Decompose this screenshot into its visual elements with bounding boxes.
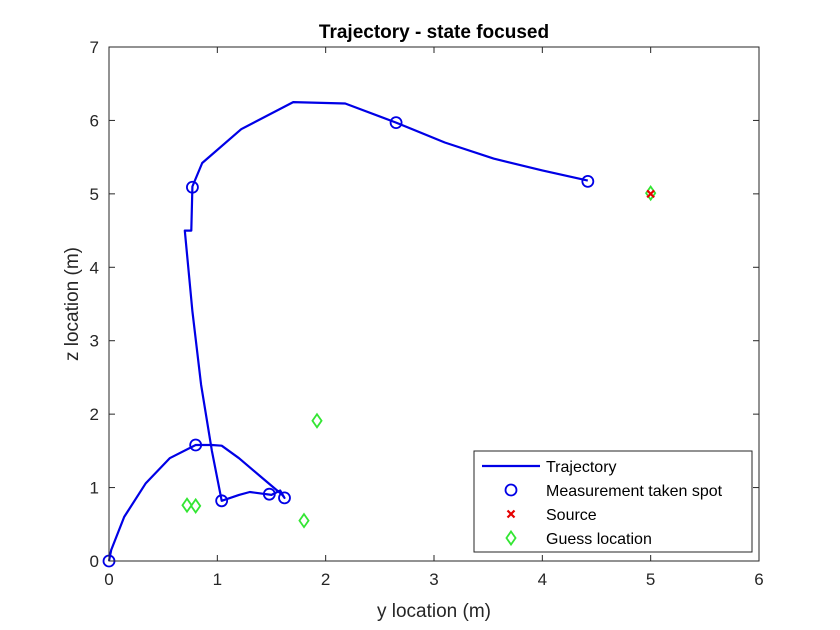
legend-label: Trajectory bbox=[546, 459, 617, 476]
source-marker bbox=[646, 189, 655, 199]
y-tick-label: 0 bbox=[90, 552, 99, 571]
y-tick-label: 2 bbox=[90, 405, 99, 424]
legend-label: Guess location bbox=[546, 531, 652, 548]
legend-box bbox=[473, 450, 753, 553]
x-tick-label: 6 bbox=[754, 570, 763, 589]
measurement-spot-marker bbox=[215, 494, 229, 508]
legend-swatch-guess bbox=[505, 529, 517, 547]
x-tick-label: 1 bbox=[213, 570, 222, 589]
legend: Trajectory Measurement taken spot Source Gu… bbox=[473, 450, 753, 553]
y-tick-label: 1 bbox=[90, 479, 99, 498]
trajectory-line bbox=[107, 100, 589, 562]
guess-location-marker bbox=[190, 497, 202, 514]
guess-location-marker bbox=[181, 497, 193, 514]
legend-label: Measurement taken spot bbox=[546, 483, 723, 500]
x-tick-label: 3 bbox=[429, 570, 438, 589]
x-tick-label: 4 bbox=[538, 570, 547, 589]
measurement-spot-marker bbox=[389, 116, 403, 130]
measurement-spot-marker bbox=[189, 438, 203, 452]
guess-location-marker bbox=[311, 412, 323, 429]
x-tick-label: 2 bbox=[321, 570, 330, 589]
legend-swatch-measurement bbox=[504, 483, 518, 497]
measurement-spot-marker bbox=[581, 174, 595, 188]
ticks-layer: 0 1 2 3 4 5 6 0 1 2 3 4 5 6 7 bbox=[90, 38, 764, 589]
y-tick-label: 7 bbox=[90, 38, 99, 57]
y-tick-label: 4 bbox=[90, 258, 99, 277]
x-axis-label: y location (m) bbox=[377, 601, 491, 622]
x-tick-label: 0 bbox=[104, 570, 113, 589]
y-tick-label: 6 bbox=[90, 111, 99, 130]
legend-swatch-source bbox=[506, 509, 516, 519]
y-axis-label: z location (m) bbox=[62, 247, 83, 361]
y-tick-label: 5 bbox=[90, 185, 99, 204]
measurement-spot-marker bbox=[278, 491, 291, 505]
y-tick-label: 3 bbox=[90, 332, 99, 351]
chart-title: Trajectory - state focused bbox=[319, 22, 549, 43]
guess-location-marker bbox=[298, 512, 310, 529]
legend-label: Source bbox=[546, 507, 597, 524]
x-tick-label: 5 bbox=[646, 570, 655, 589]
measurement-spot-marker bbox=[186, 180, 199, 194]
measurement-spot-marker bbox=[262, 487, 276, 501]
data-layer bbox=[102, 100, 657, 568]
